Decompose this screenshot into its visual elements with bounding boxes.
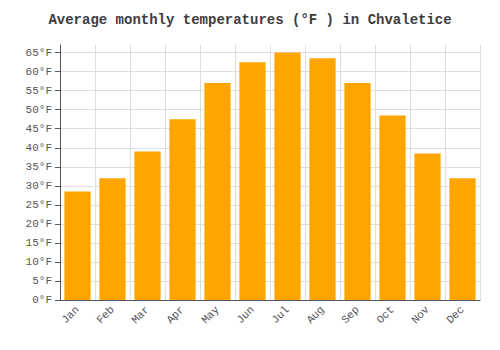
svg-text:Jun: Jun [234,304,256,326]
svg-text:Jan: Jan [59,304,81,326]
svg-text:Feb: Feb [94,304,116,326]
svg-text:Jul: Jul [269,304,291,326]
svg-text:40°F: 40°F [26,142,52,154]
svg-text:15°F: 15°F [26,237,52,249]
svg-text:55°F: 55°F [26,85,52,97]
svg-text:65°F: 65°F [26,47,52,59]
svg-text:50°F: 50°F [26,104,52,116]
svg-text:60°F: 60°F [26,66,52,78]
svg-text:Nov: Nov [409,303,432,326]
svg-text:35°F: 35°F [26,161,52,173]
svg-text:10°F: 10°F [26,256,52,268]
svg-text:Average monthly temperatures (: Average monthly temperatures (°F ) in Ch… [48,12,451,28]
svg-text:Aug: Aug [304,304,326,326]
svg-text:May: May [199,303,222,326]
svg-text:0°F: 0°F [32,294,52,306]
svg-text:Apr: Apr [164,304,186,326]
svg-text:30°F: 30°F [26,180,52,192]
svg-text:Dec: Dec [444,304,466,326]
svg-text:Sep: Sep [339,304,361,326]
svg-text:Oct: Oct [374,304,396,326]
svg-text:20°F: 20°F [26,218,52,230]
svg-text:5°F: 5°F [32,275,52,287]
svg-text:Mar: Mar [129,304,151,326]
svg-text:25°F: 25°F [26,199,52,211]
svg-text:45°F: 45°F [26,123,52,135]
